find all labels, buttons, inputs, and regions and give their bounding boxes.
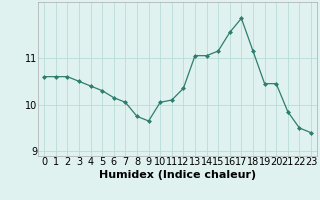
X-axis label: Humidex (Indice chaleur): Humidex (Indice chaleur) bbox=[99, 170, 256, 180]
